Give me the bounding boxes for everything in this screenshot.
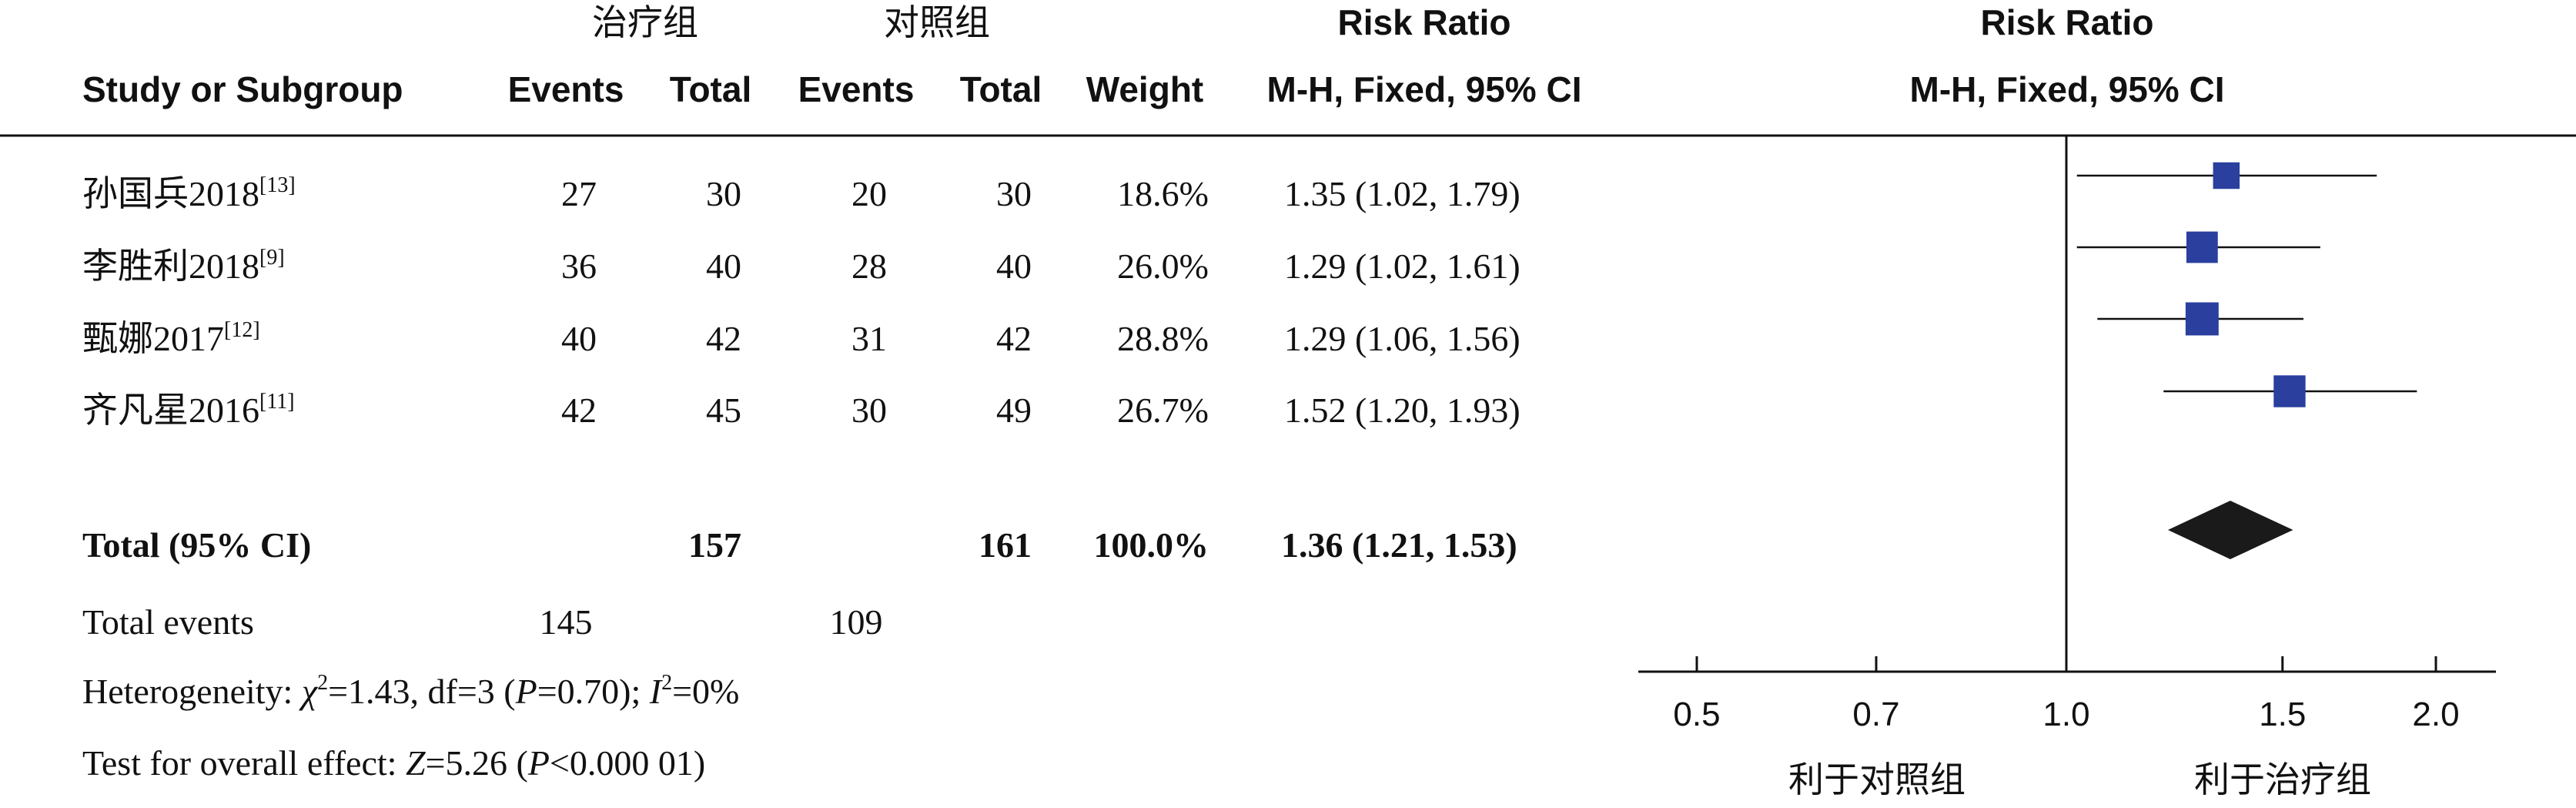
total-events-row: Total events 145 109	[82, 602, 883, 642]
i-rest: =0%	[672, 672, 739, 711]
study-row: 孙国兵2018[13] 27 30 20 30 18.6% 1.35 (1.02…	[82, 173, 1521, 213]
study-name: 李胜利2018[9]	[82, 246, 285, 286]
study-ref: [11]	[259, 390, 295, 414]
study-name: 齐凡星2016[11]	[82, 390, 295, 430]
ci-text: 1.52 (1.20, 1.93)	[1284, 391, 1521, 430]
weight-value: 28.8%	[1117, 319, 1209, 358]
header-risk-ratio-right: Risk Ratio	[1981, 2, 2154, 42]
z-symbol: Z	[406, 743, 426, 783]
chi-symbol: χ	[299, 672, 319, 711]
pooled-estimate-diamond	[2168, 501, 2293, 559]
events-control: 31	[851, 319, 887, 358]
chi-rest: =1.43, df=3 (	[328, 672, 516, 711]
header-control-group: 对照组	[884, 2, 990, 43]
header-treatment-group: 治疗组	[592, 2, 698, 43]
ci-text: 1.29 (1.02, 1.61)	[1284, 246, 1521, 286]
study-point-estimate	[2185, 302, 2219, 336]
x-axis-tick-label: 1.5	[2259, 696, 2306, 733]
header-events-treatment: Events	[508, 69, 624, 109]
total-events-treatment: 145	[540, 602, 593, 642]
study-row: 齐凡星2016[11] 42 45 30 49 26.7% 1.52 (1.20…	[82, 390, 1521, 430]
total-treatment: 40	[706, 246, 741, 286]
total-events-label: Total events	[82, 602, 254, 642]
ci-text: 1.35 (1.02, 1.79)	[1284, 174, 1521, 213]
i-symbol: I	[649, 672, 664, 711]
total-control-sum: 161	[979, 525, 1032, 565]
study-point-estimate	[2186, 231, 2218, 263]
overall-effect-text: Test for overall effect: Z=5.26 (P<0.000…	[82, 743, 705, 783]
total-ci-text: 1.36 (1.21, 1.53)	[1281, 525, 1517, 565]
total-control: 49	[996, 391, 1032, 430]
study-ref: [12]	[224, 318, 260, 342]
total-control: 42	[996, 319, 1032, 358]
events-treatment: 40	[561, 319, 597, 358]
total-treatment: 42	[706, 319, 741, 358]
study-name-text: 齐凡星2016	[82, 391, 259, 430]
x-axis-tick-label: 0.5	[1673, 696, 1720, 733]
total-weight: 100.0%	[1094, 525, 1209, 565]
study-ref: [9]	[259, 246, 285, 270]
events-treatment: 27	[561, 174, 597, 213]
x-axis-tick-label: 1.0	[2042, 696, 2089, 733]
weight-value: 18.6%	[1117, 174, 1209, 213]
study-point-estimate	[2213, 162, 2240, 189]
events-treatment: 36	[561, 246, 597, 286]
heterogeneity-text: Heterogeneity: χ2=1.43, df=3 (P=0.70); I…	[82, 671, 739, 711]
total-control: 40	[996, 246, 1032, 286]
header-total-treatment: Total	[670, 69, 751, 109]
x-axis-tick-label: 2.0	[2412, 696, 2459, 733]
x-axis-tick-label: 0.7	[1852, 696, 1899, 733]
p-rest: =0.70);	[537, 672, 650, 711]
total-treatment-sum: 157	[688, 525, 741, 565]
study-row: 李胜利2018[9] 36 40 28 40 26.0% 1.29 (1.02,…	[82, 246, 1521, 286]
events-control: 30	[851, 391, 887, 430]
study-point-estimate	[2273, 375, 2306, 407]
header-risk-ratio-left: Risk Ratio	[1338, 2, 1511, 42]
study-name-text: 孙国兵2018	[82, 174, 259, 213]
events-treatment: 42	[561, 391, 597, 430]
overall-effect-prefix: Test for overall effect:	[82, 743, 406, 783]
total-row: Total (95% CI) 157 161 100.0% 1.36 (1.21…	[82, 525, 1517, 565]
weight-value: 26.7%	[1117, 391, 1209, 430]
p-rest: <0.000 01)	[550, 743, 705, 783]
total-control: 30	[996, 174, 1032, 213]
study-ref: [13]	[259, 173, 296, 197]
favours-treatment-label: 利于治疗组	[2194, 759, 2371, 800]
i-superscript: 2	[661, 671, 672, 695]
header-method-right: M-H, Fixed, 95% CI	[1910, 69, 2225, 109]
p-symbol: P	[515, 672, 537, 711]
weight-value: 26.0%	[1117, 246, 1209, 286]
header-method-left: M-H, Fixed, 95% CI	[1267, 69, 1582, 109]
z-rest: =5.26 (	[426, 743, 528, 783]
header-study: Study or Subgroup	[82, 69, 403, 109]
total-treatment: 45	[706, 391, 741, 430]
header-total-control: Total	[960, 69, 1042, 109]
header-weight: Weight	[1086, 69, 1203, 109]
study-row: 甄娜2017[12] 40 42 31 42 28.8% 1.29 (1.06,…	[82, 318, 1521, 358]
study-name-text: 甄娜2017	[82, 319, 224, 358]
header-events-control: Events	[798, 69, 915, 109]
total-label: Total (95% CI)	[82, 525, 311, 565]
total-events-control: 109	[830, 602, 883, 642]
events-control: 20	[851, 174, 887, 213]
favours-control-label: 利于对照组	[1788, 759, 1965, 800]
heterogeneity-prefix: Heterogeneity:	[82, 672, 302, 711]
p-symbol: P	[527, 743, 550, 783]
chi-superscript: 2	[317, 671, 328, 695]
ci-text: 1.29 (1.06, 1.56)	[1284, 319, 1521, 358]
study-name: 甄娜2017[12]	[82, 318, 260, 358]
forest-plot: 0.5 0.7 1.0 1.5 2.0	[1638, 136, 2496, 733]
events-control: 28	[851, 246, 887, 286]
study-name-text: 李胜利2018	[82, 246, 259, 286]
study-name: 孙国兵2018[13]	[82, 173, 296, 213]
total-treatment: 30	[706, 174, 741, 213]
